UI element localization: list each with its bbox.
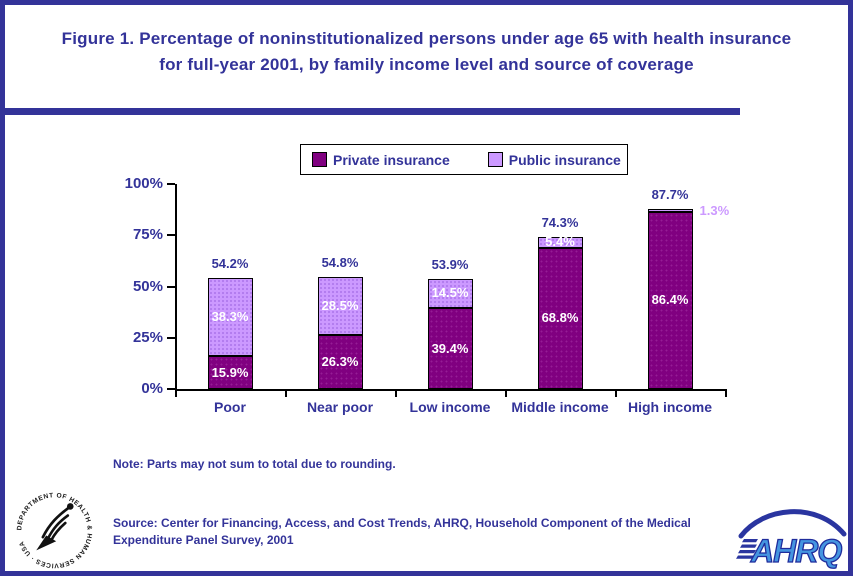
ahrq-stripes: [736, 539, 758, 559]
legend-label-public: Public insurance: [508, 151, 621, 168]
public-bar-segment: [427, 278, 473, 309]
private-bar-segment: [427, 308, 473, 389]
bar-value-label: 1.3%: [699, 202, 730, 218]
page-title: Figure 1. Percentage of noninstitutional…: [61, 29, 792, 74]
bar-value-label: 86.4%: [651, 292, 689, 308]
x-axis-tick: [285, 391, 287, 397]
private-insurance-swatch-icon: [312, 152, 327, 167]
legend-item-private: Private insurance: [312, 152, 450, 168]
bar-value-label: 14.5%: [431, 285, 469, 301]
bar-total-label: 74.3%: [541, 214, 579, 230]
hhs-department-seal-logo: DEPARTMENT OF HEALTH & HUMAN SERVICES · …: [16, 492, 93, 569]
y-axis-tick: [167, 285, 175, 288]
legend-label-private: Private insurance: [333, 151, 450, 168]
bar-value-label: 26.3%: [321, 354, 359, 370]
bar-value-label: 28.5%: [321, 297, 359, 313]
bar-value-label: 39.4%: [431, 340, 469, 356]
bar-total-label: 54.8%: [321, 254, 359, 270]
public-bar-segment: [537, 236, 583, 248]
public-insurance-swatch-icon: [487, 152, 503, 167]
x-axis-category-label: Low income: [409, 399, 491, 415]
public-bar-segment: [647, 209, 693, 212]
bar-value-label: 15.9%: [211, 364, 249, 380]
y-axis-tick: [167, 336, 175, 339]
ahrq-arc: [738, 509, 847, 539]
private-bar-segment: [207, 356, 253, 389]
hhs-eagle-icon: [41, 505, 71, 542]
bar-total-label: 53.9%: [431, 256, 469, 272]
bar-total-label: 54.2%: [211, 255, 249, 271]
public-bar-segment: [317, 276, 363, 336]
private-bar-segment: [317, 335, 363, 389]
legend-item-public: Public insurance: [487, 151, 621, 168]
ahrq-logo: AHRQ: [736, 509, 847, 569]
y-axis-line: [175, 184, 177, 391]
x-axis-tick: [395, 391, 397, 397]
title-divider-bar: [0, 108, 740, 115]
note-text: Note: Parts may not sum to total due to …: [113, 457, 396, 471]
hhs-seal-circular-text: DEPARTMENT OF HEALTH & HUMAN SERVICES · …: [16, 492, 93, 569]
x-axis-tick: [725, 391, 727, 397]
x-axis-tick: [505, 391, 507, 397]
ahrq-logo-text: AHRQ: [750, 533, 842, 569]
y-axis-tick: [167, 388, 175, 390]
x-axis-category-label: Middle income: [511, 399, 609, 415]
source-text: Source: Center for Financing, Access, an…: [113, 516, 691, 547]
y-axis-label: 0%: [141, 380, 163, 397]
y-axis-label: 75%: [132, 226, 163, 244]
private-bar-segment: [537, 247, 583, 389]
private-bar-segment: [647, 211, 693, 389]
bar-value-label: 5.4%: [545, 234, 575, 250]
x-axis-category-label: Poor: [214, 399, 246, 415]
y-axis-label: 50%: [132, 277, 163, 295]
x-axis-tick: [175, 391, 177, 397]
y-axis-tick: [167, 183, 175, 185]
bar-total-label: 87.7%: [651, 187, 689, 203]
x-axis-category-label: High income: [627, 399, 712, 415]
y-axis-label: 100%: [124, 175, 163, 192]
y-axis-label: 25%: [132, 328, 163, 346]
y-axis-tick: [167, 234, 175, 237]
hhs-eagle-tail: [36, 535, 57, 551]
bar-value-label: 68.8%: [541, 310, 579, 326]
public-bar-segment: [207, 277, 253, 357]
x-axis-line: [175, 389, 727, 391]
x-axis-tick: [615, 391, 617, 397]
hhs-eagle-head: [66, 503, 74, 510]
chart-legend: Private insurance Public insurance: [300, 144, 628, 175]
x-axis-category-label: Near poor: [306, 399, 374, 415]
bar-value-label: 38.3%: [211, 309, 249, 325]
